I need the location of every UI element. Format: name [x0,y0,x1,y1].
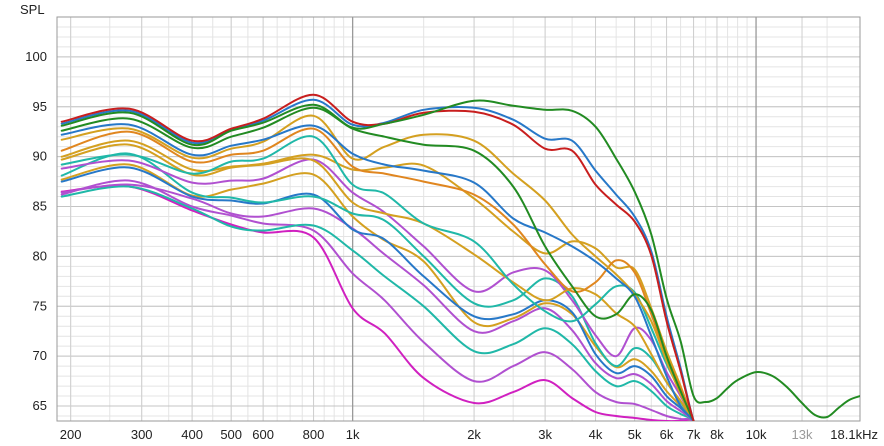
x-tick-label: 2k [467,427,481,442]
series-line-5 [60,123,695,421]
series-line-2 [60,93,695,421]
y-tick-labels: 65 70 75 80 85 90 95 100 [25,49,47,413]
grid-major [57,17,861,421]
x-tick-label: 13k [792,427,813,442]
x-tick-label: 400 [181,427,203,442]
series-line-17 [60,179,695,421]
y-axis-title: SPL [20,2,45,17]
x-tick-label: 4k [589,427,603,442]
x-tick-label: 300 [131,427,153,442]
series-line-15 [60,185,695,421]
x-tick-label: 3k [538,427,552,442]
x-tick-label: 8k [710,427,724,442]
series-line-13 [60,166,695,421]
series-line-7 [60,127,695,421]
series-line-1 [60,99,860,419]
plot-frame [56,16,861,422]
y-tick-label: 80 [33,248,47,263]
x-tick-label: 7k [687,427,701,442]
series-line-14 [60,183,695,421]
x-tick-label: 200 [60,427,82,442]
series-line-6 [60,114,695,421]
y-tick-label: 75 [33,298,47,313]
x-tick-label: 10k [746,427,767,442]
x-tick-labels: 200 300 400 500 600 800 1k 2k 3k 4k 5k 6k 7k 8k 10k 13k… [60,427,878,442]
series-line-18 [60,184,695,421]
x-tick-label: 18.1kHz [830,427,878,442]
series-line-16 [60,163,695,421]
y-tick-label: 95 [33,99,47,114]
y-tick-label: 70 [33,348,47,363]
y-tick-label: 100 [25,49,47,64]
x-tick-label: 800 [303,427,325,442]
x-tick-label: 600 [252,427,274,442]
x-tick-label: 5k [628,427,642,442]
y-tick-label: 65 [33,398,47,413]
y-tick-label: 90 [33,149,47,164]
grid-minor [57,16,860,421]
x-tick-label: 6k [660,427,674,442]
series-line-4 [60,106,695,421]
x-tick-label: 1k [346,427,360,442]
series-layer [60,93,860,421]
y-tick-label: 85 [33,199,47,214]
x-tick-label: 500 [220,427,242,442]
series-line-8 [60,135,695,421]
